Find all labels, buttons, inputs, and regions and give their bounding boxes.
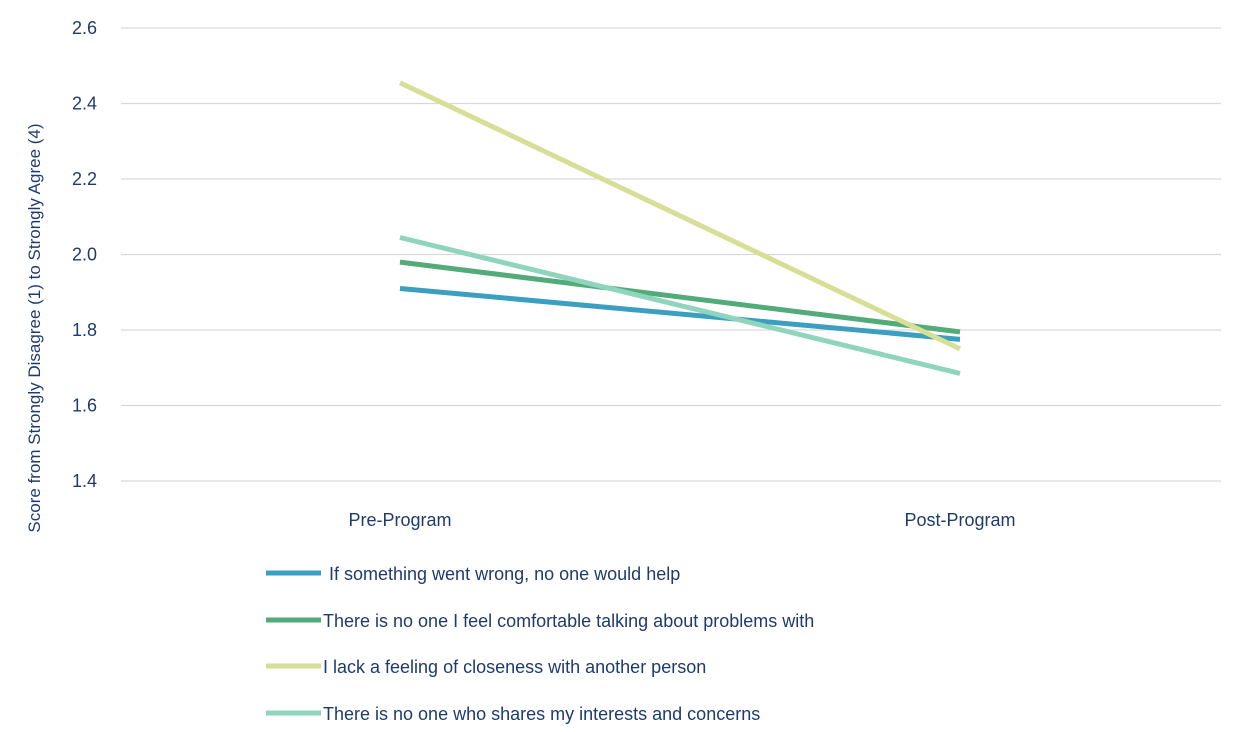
legend-item: There is no one who shares my interests … [266,704,760,724]
legend-label: There is no one I feel comfortable talki… [323,611,814,631]
x-axis-categories: Pre-Program Post-Program [348,510,1015,530]
y-tick-label: 2.2 [72,169,97,189]
series-line [399,286,961,342]
y-tick-label: 1.8 [72,320,97,340]
x-category-label: Pre-Program [348,510,451,530]
series-line [398,80,962,352]
series-lines [398,80,962,376]
legend-item: There is no one I feel comfortable talki… [266,611,814,631]
y-axis-title: Score from Strongly Disagree (1) to Stro… [25,123,44,532]
y-tick-label: 2.6 [72,18,97,38]
y-tick-label: 2.4 [72,94,97,114]
y-tick-label: 1.6 [72,396,97,416]
legend-label: If something went wrong, no one would he… [329,564,680,584]
y-tick-label: 1.4 [72,471,97,491]
legend-label: I lack a feeling of closeness with anoth… [323,657,706,677]
series-line [399,259,961,335]
x-category-label: Post-Program [904,510,1015,530]
legend-label: There is no one who shares my interests … [323,704,760,724]
series-line [399,235,961,376]
legend: If something went wrong, no one would he… [266,564,814,724]
y-axis-ticks: 1.4 1.6 1.8 2.0 2.2 2.4 2.6 [72,18,97,491]
y-tick-label: 2.0 [72,245,97,265]
legend-item: I lack a feeling of closeness with anoth… [266,657,706,677]
gridlines [121,27,1221,482]
legend-item: If something went wrong, no one would he… [266,564,680,584]
